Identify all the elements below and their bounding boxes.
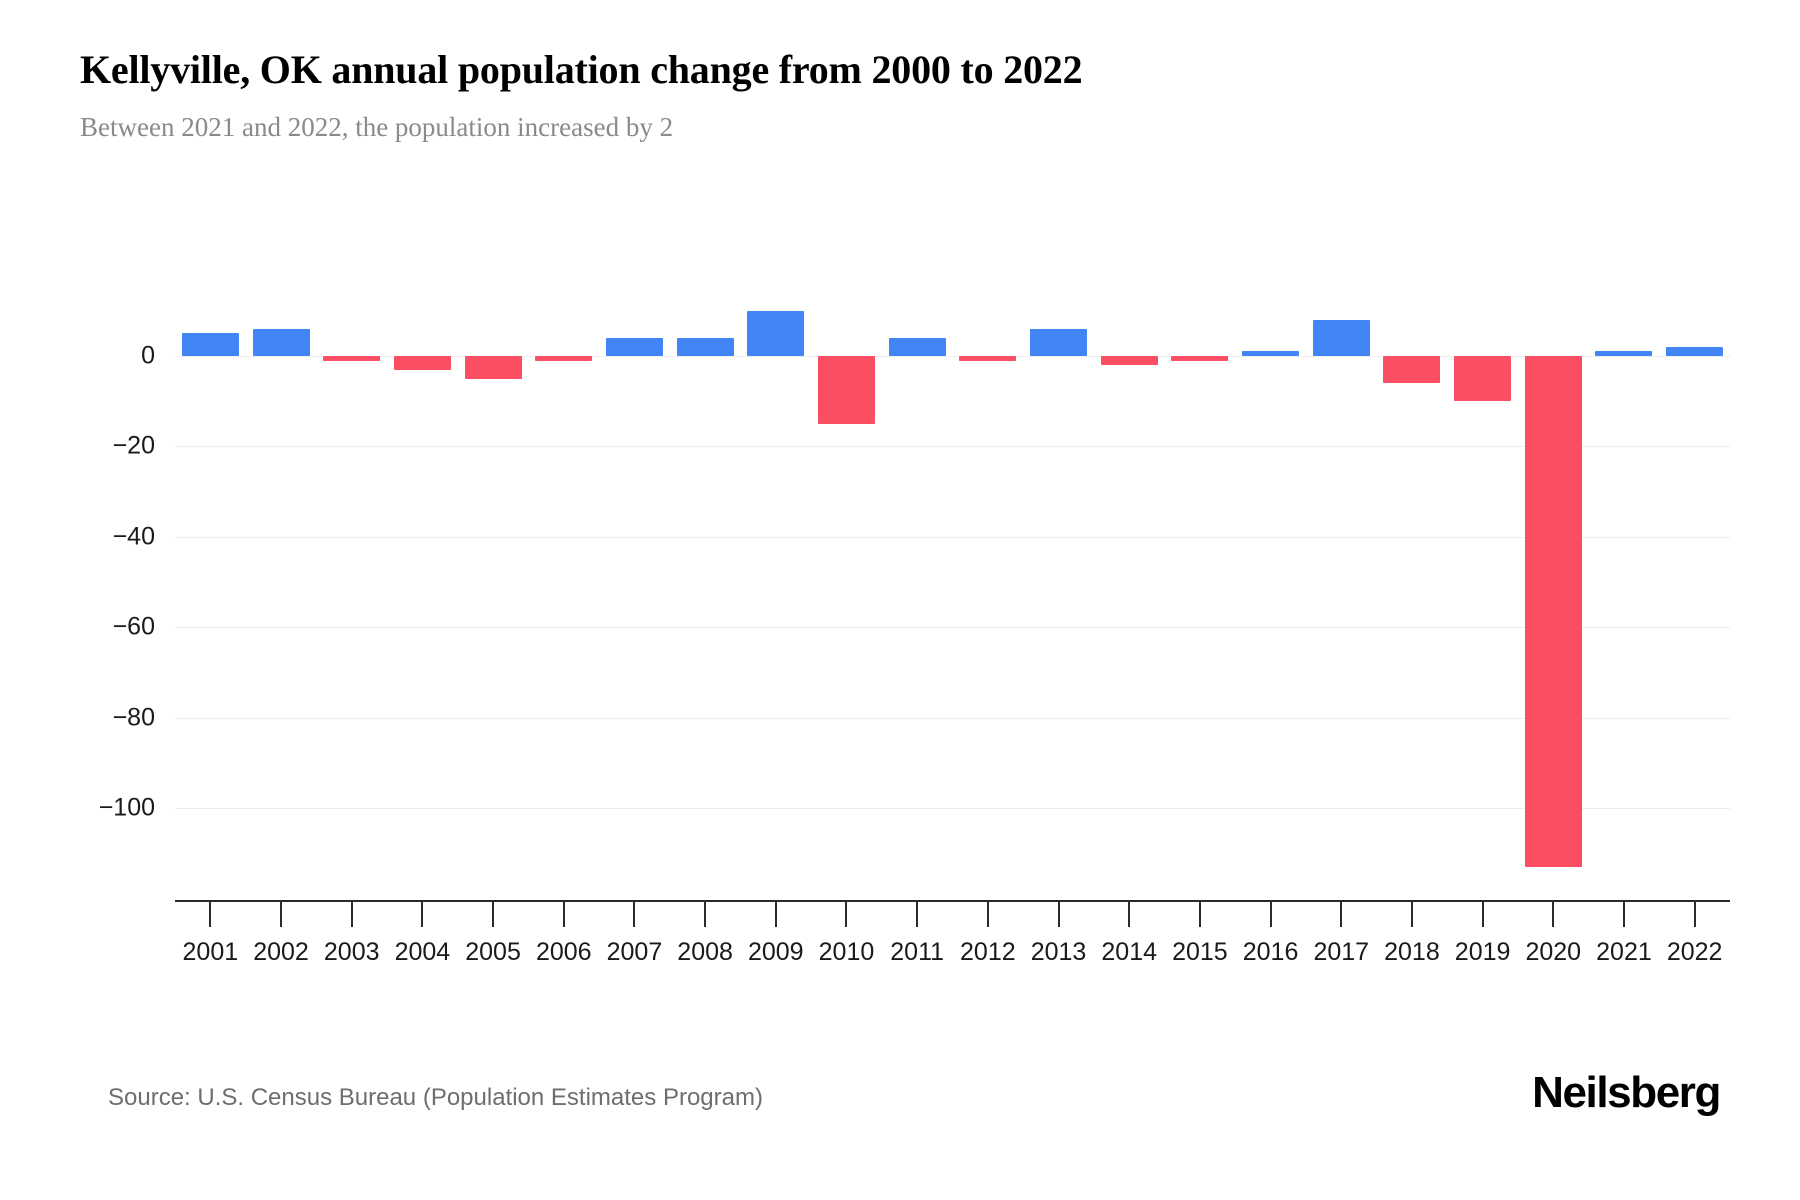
x-axis-tick [1340,901,1343,927]
x-axis-tick [209,901,212,927]
x-axis-tick-label: 2017 [1313,938,1370,966]
x-axis-tick-label: 2001 [182,938,239,966]
x-axis-tick [986,901,989,927]
x-axis-tick-label: 2015 [1172,938,1228,966]
x-axis-tick-label: 2019 [1454,938,1511,966]
x-axis-tick-label: 2014 [1101,938,1158,966]
y-axis-tick-label: 0 [141,341,155,370]
x-axis-tick [1128,901,1131,927]
y-axis-tick-label: −100 [98,793,155,822]
gridline [175,717,1730,719]
x-axis-tick [1269,901,1272,927]
page-title: Kellyville, OK annual population change … [80,47,1083,92]
bar-2010[interactable] [817,356,875,424]
bar-2001[interactable] [181,333,239,356]
bar-2013[interactable] [1030,328,1088,356]
x-axis-tick [492,901,495,927]
x-axis-tick [421,901,424,927]
chart-header: Kellyville, OK annual population change … [80,46,1680,143]
x-axis-tick [1410,901,1413,927]
page-subtitle: Between 2021 and 2022, the population in… [80,112,674,142]
x-axis-tick-label: 2009 [747,938,804,966]
x-axis-tick [280,901,283,927]
bar-2002[interactable] [252,328,310,356]
bar-2019[interactable] [1454,356,1512,402]
x-axis-tick-label: 2022 [1666,938,1723,966]
bar-2007[interactable] [605,337,663,356]
x-axis-tick [1057,901,1060,927]
bar-2011[interactable] [888,337,946,356]
x-axis-tick [1552,901,1555,927]
source-note: Source: U.S. Census Bureau (Population E… [108,1084,763,1111]
x-axis-tick [916,901,919,927]
gridline [175,627,1730,629]
x-axis-tick [633,901,636,927]
x-axis-tick [1622,901,1625,927]
x-axis-tick-label: 2003 [323,938,380,966]
x-axis-tick [1693,901,1696,927]
x-axis-tick-label: 2006 [535,938,592,966]
x-axis-tick-label: 2004 [394,938,451,966]
x-axis-tick [1481,901,1484,927]
x-axis-tick-label: 2012 [960,938,1016,966]
x-axis-tick-label: 2007 [606,938,663,966]
y-axis-tick-label: −80 [112,703,155,732]
gridline [175,356,1730,357]
bar-2009[interactable] [747,310,805,356]
gridline [175,536,1730,538]
x-axis-tick-label: 2005 [465,938,521,966]
x-axis-tick-label: 2010 [818,938,875,966]
x-axis-tick [1198,901,1201,927]
x-axis-tick-label: 2013 [1030,938,1087,966]
bar-2012[interactable] [959,356,1017,361]
x-axis-tick [562,901,565,927]
x-axis-tick-label: 2020 [1525,938,1582,966]
x-axis-tick-label: 2008 [677,938,733,966]
x-axis-tick-label: 2021 [1596,938,1652,966]
bar-2015[interactable] [1171,356,1229,361]
gridline [175,446,1730,448]
x-axis-tick-label: 2016 [1242,938,1299,966]
bar-2016[interactable] [1242,351,1300,357]
bar-2008[interactable] [676,337,734,356]
x-axis-tick [704,901,707,927]
bar-2021[interactable] [1595,351,1653,357]
x-axis-line [175,900,1730,902]
y-axis-tick-label: −60 [112,612,155,641]
bar-2003[interactable] [323,356,381,361]
bars-group [175,0,1730,1200]
brand-logo: Neilsberg [1532,1068,1721,1117]
y-axis-tick-label: −40 [112,522,155,551]
x-axis-tick [350,901,353,927]
bar-2004[interactable] [393,356,451,370]
bar-2020[interactable] [1524,356,1582,867]
bar-2014[interactable] [1100,356,1158,366]
bar-2018[interactable] [1383,356,1441,384]
y-axis-tick-label: −20 [112,431,155,460]
bar-2022[interactable] [1666,346,1724,356]
gridline [175,808,1730,809]
bar-2006[interactable] [535,356,593,361]
x-axis-tick-label: 2002 [253,938,309,966]
x-axis-tick-label: 2018 [1384,938,1440,966]
x-axis-tick [845,901,848,927]
bar-2017[interactable] [1312,319,1370,356]
x-axis-tick [774,901,777,927]
bar-2005[interactable] [464,356,522,379]
x-axis-tick-label: 2011 [890,938,945,966]
